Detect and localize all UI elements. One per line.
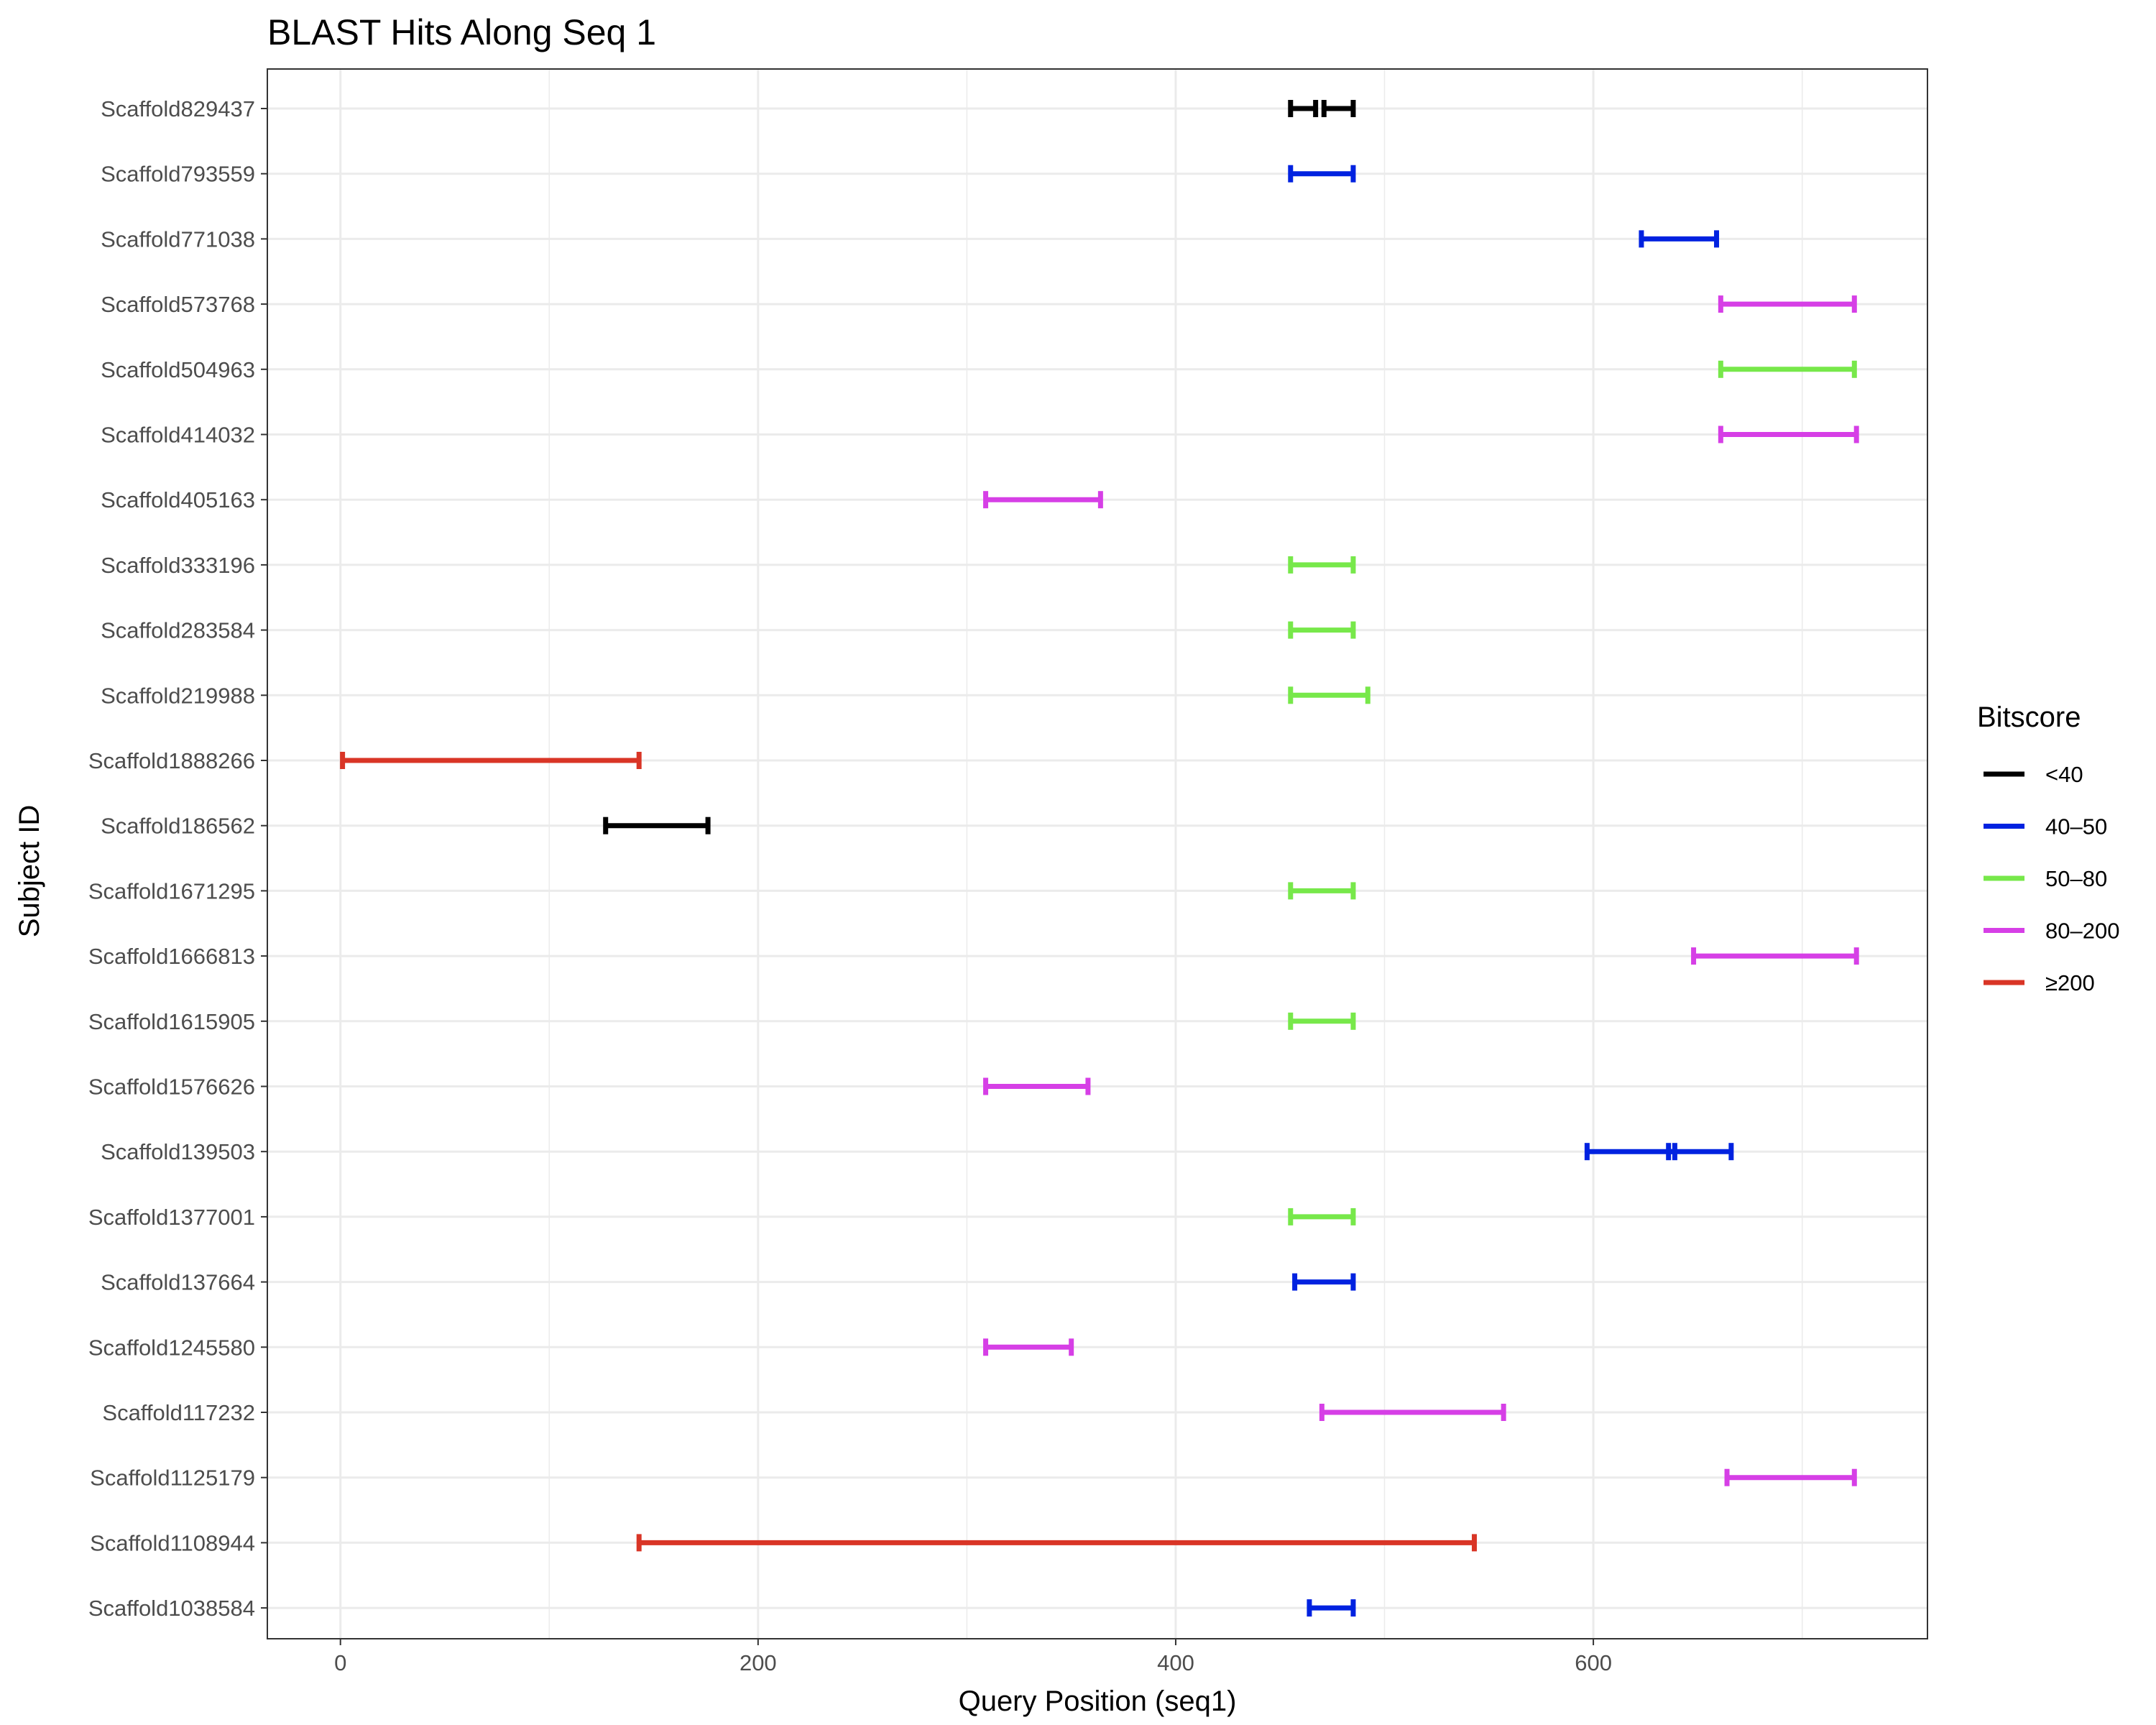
y-tick-label: Scaffold283584 — [101, 618, 255, 643]
hit-segment — [1321, 100, 1356, 117]
legend-label: 80–200 — [2045, 919, 2119, 944]
y-tick-label: Scaffold1615905 — [88, 1009, 255, 1034]
legend-label: ≥200 — [2045, 970, 2095, 995]
x-tick-label: 0 — [334, 1650, 346, 1675]
hit-segment — [1718, 295, 1857, 313]
legend-item: ≥200 — [1984, 970, 2095, 995]
y-tick-label: Scaffold186562 — [101, 814, 255, 839]
legend-label: <40 — [2045, 762, 2083, 787]
y-tick-label: Scaffold1245580 — [88, 1335, 255, 1360]
y-tick-label: Scaffold573768 — [101, 292, 255, 317]
hit-segments — [340, 100, 1859, 1617]
y-tick-label: Scaffold829437 — [101, 96, 255, 121]
legend-label: 40–50 — [2045, 814, 2107, 840]
x-axis: 0 200 400 600 — [334, 1639, 1612, 1675]
hit-segment — [1666, 1143, 1734, 1161]
x-axis-title: Query Position (seq1) — [959, 1685, 1237, 1717]
y-tick-label: Scaffold1671295 — [88, 878, 255, 903]
hit-segment — [1718, 360, 1857, 378]
hit-segment — [603, 816, 711, 834]
y-tick-label: Scaffold1576626 — [88, 1075, 255, 1100]
chart-title: BLAST Hits Along Seq 1 — [267, 12, 656, 52]
y-tick-label: Scaffold1377001 — [88, 1205, 255, 1230]
hit-segment — [1718, 426, 1859, 443]
x-tick-label: 600 — [1575, 1650, 1612, 1675]
hit-segment — [340, 752, 642, 769]
hit-segment — [1584, 1143, 1677, 1161]
legend-item: 40–50 — [1984, 814, 2107, 840]
y-tick-label: Scaffold793559 — [101, 162, 255, 187]
hit-segment — [1288, 556, 1356, 574]
hit-segment — [1307, 1599, 1356, 1617]
y-tick-label: Scaffold1666813 — [88, 944, 255, 969]
hit-segment — [1288, 1208, 1356, 1225]
y-axis-title: Subject ID — [14, 805, 45, 938]
y-tick-label: Scaffold117232 — [102, 1400, 255, 1425]
hit-segment — [1691, 947, 1859, 965]
hit-segment — [1288, 100, 1319, 117]
y-axis: Scaffold829437 Scaffold793559 Scaffold7710… — [88, 96, 267, 1621]
y-tick-label: Scaffold405163 — [101, 487, 255, 512]
grid — [267, 69, 1927, 1639]
y-tick-label: Scaffold414032 — [101, 423, 255, 448]
y-tick-label: Scaffold137664 — [101, 1270, 255, 1295]
y-tick-label: Scaffold139503 — [101, 1139, 255, 1164]
legend-label: 50–80 — [2045, 866, 2107, 891]
hit-segment — [1292, 1273, 1356, 1291]
y-tick-label: Scaffold1888266 — [88, 748, 255, 773]
legend: Bitscore <40 40–50 50–80 80–200 ≥200 — [1977, 702, 2119, 995]
x-tick-label: 400 — [1157, 1650, 1194, 1675]
hit-segment — [1724, 1468, 1857, 1486]
y-tick-label: Scaffold1038584 — [88, 1596, 255, 1621]
hit-segment — [636, 1534, 1477, 1552]
legend-item: <40 — [1984, 762, 2083, 787]
y-tick-label: Scaffold771038 — [101, 226, 255, 252]
legend-item: 80–200 — [1984, 919, 2119, 944]
x-tick-label: 200 — [740, 1650, 777, 1675]
hit-segment — [1288, 882, 1356, 900]
y-tick-label: Scaffold333196 — [101, 553, 255, 578]
y-tick-label: Scaffold1125179 — [90, 1466, 255, 1491]
panel-border — [267, 68, 1928, 1639]
hit-segment — [1288, 1012, 1356, 1030]
hit-segment — [1288, 165, 1356, 183]
legend-item: 50–80 — [1984, 866, 2107, 891]
y-tick-label: Scaffold504963 — [101, 357, 255, 382]
hit-segment — [983, 1338, 1074, 1356]
hit-segment — [983, 1077, 1091, 1095]
hit-segment — [983, 491, 1103, 509]
hit-segment — [1319, 1404, 1506, 1421]
hit-segment — [1288, 621, 1356, 639]
y-tick-label: Scaffold1108944 — [90, 1530, 255, 1555]
hit-segment — [1288, 686, 1370, 704]
legend-title: Bitscore — [1977, 702, 2081, 733]
y-tick-label: Scaffold219988 — [101, 683, 255, 708]
hit-segment — [1639, 230, 1720, 248]
